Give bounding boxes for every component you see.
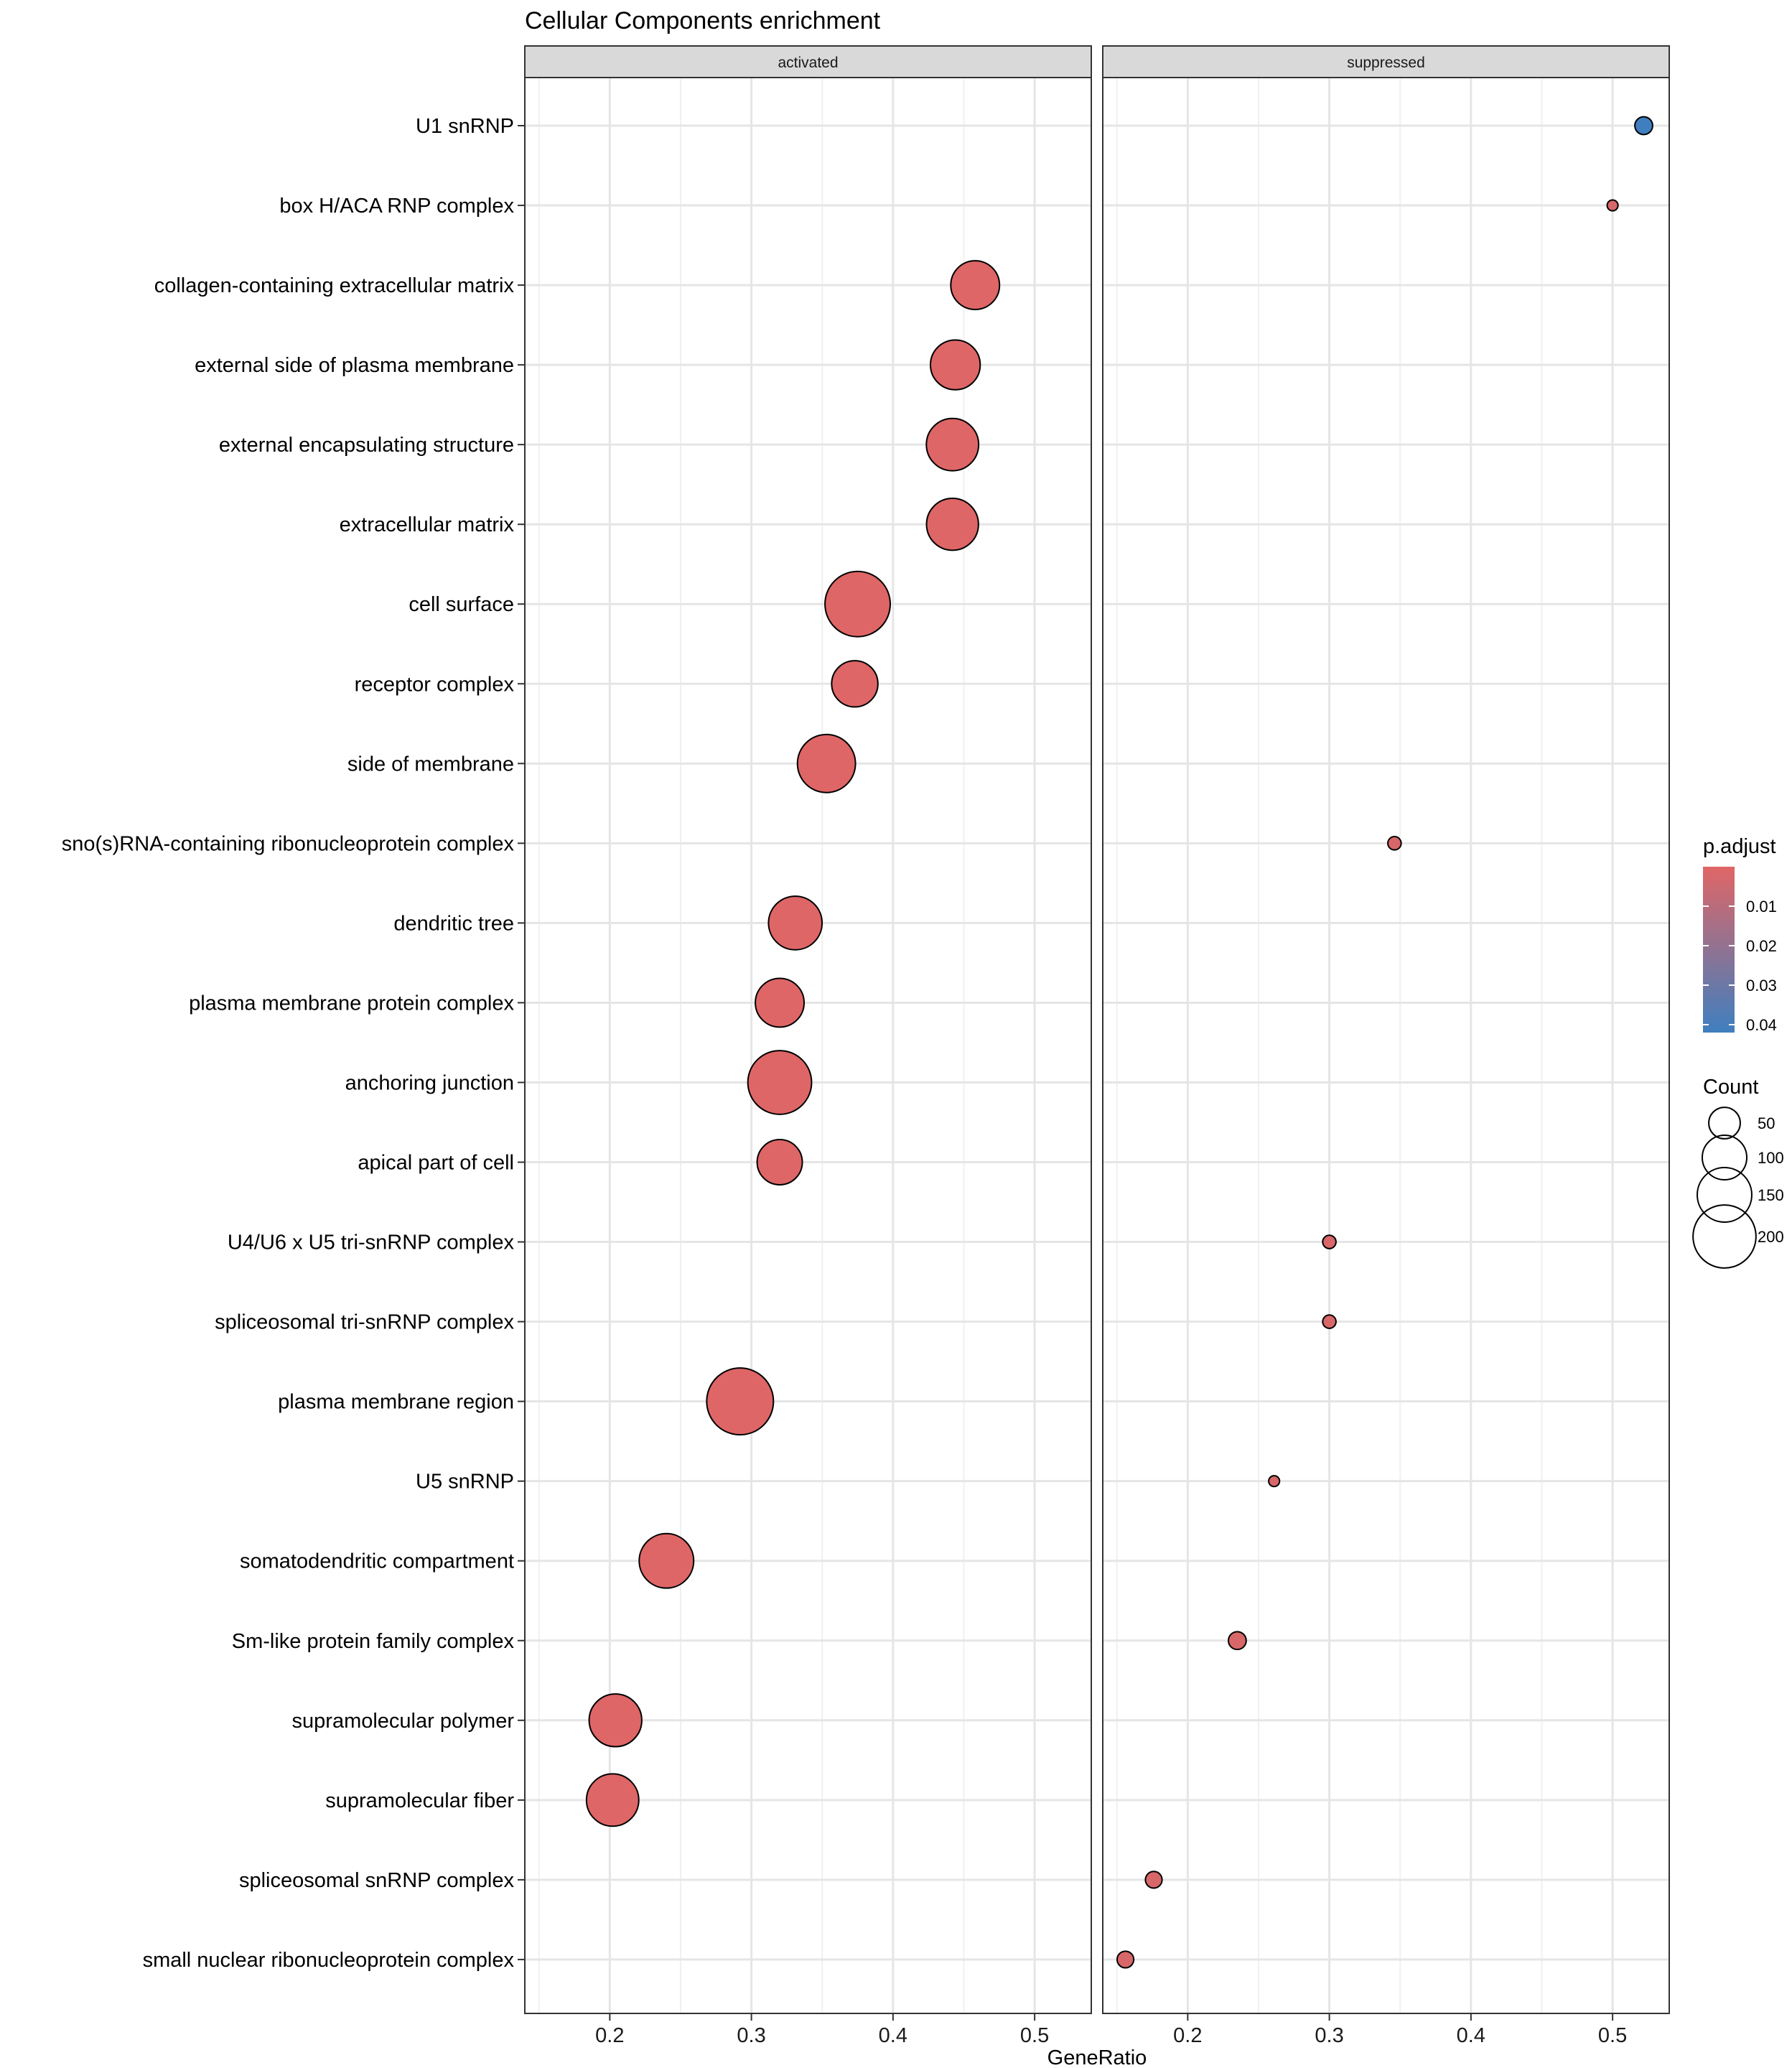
data-point: [1322, 1234, 1337, 1249]
y-tick-label: collagen-containing extracellular matrix: [154, 274, 515, 297]
strip-label-activated: activated: [778, 55, 838, 71]
chart-title: Cellular Components enrichment: [525, 7, 881, 34]
data-point: [950, 260, 1001, 311]
y-tick-label: external side of plasma membrane: [195, 354, 514, 377]
points-activated: [585, 260, 1001, 1827]
size-legend-circle: [1708, 1107, 1741, 1140]
y-tick-label: box H/ACA RNP complex: [279, 195, 514, 218]
size-legend-label: 200: [1758, 1228, 1784, 1246]
x-tick-label: 0.4: [1457, 2024, 1485, 2047]
x-axis: 0.2 0.3 0.4 0.5 0.2 0.3 0.4 0.5: [595, 2013, 1627, 2047]
color-bar-label: 0.03: [1746, 977, 1777, 995]
legend-p-adjust: p.adjust 0.01 0.02 0.03 0.04: [1703, 835, 1777, 1034]
x-tick-label: 0.5: [1020, 2024, 1049, 2047]
legend-count: Count 50 100 150 200: [1692, 1076, 1784, 1269]
data-point: [585, 1773, 640, 1827]
data-point: [588, 1693, 643, 1748]
size-legend-label: 150: [1758, 1186, 1784, 1204]
data-point: [1634, 116, 1653, 136]
color-bar-ticks: 0.01 0.02 0.03 0.04: [1703, 898, 1777, 1034]
x-tick-label: 0.3: [1315, 2024, 1343, 2047]
panel-background: [525, 78, 1091, 2013]
color-bar-label: 0.02: [1746, 937, 1777, 955]
x-axis-title: GeneRatio: [1047, 2046, 1147, 2068]
data-point: [747, 1050, 813, 1115]
data-point: [929, 339, 981, 391]
points-suppressed: [1116, 116, 1653, 1969]
data-point: [1116, 1950, 1135, 1969]
data-point: [1144, 1871, 1163, 1889]
y-tick-label: Sm-like protein family complex: [232, 1630, 515, 1653]
y-tick-label: U1 snRNP: [416, 115, 514, 138]
x-tick-label: 0.3: [737, 2024, 765, 2047]
data-point: [767, 895, 823, 951]
y-tick-label: plasma membrane protein complex: [189, 992, 514, 1015]
color-bar-label: 0.04: [1746, 1016, 1777, 1034]
y-tick-label: sno(s)RNA-containing ribonucleoprotein c…: [62, 832, 515, 855]
y-tick-label: receptor complex: [355, 673, 515, 696]
data-point: [706, 1367, 775, 1436]
size-legend-circle: [1692, 1204, 1757, 1269]
data-point: [638, 1532, 695, 1589]
x-tick-label: 0.4: [879, 2024, 907, 2047]
y-tick-label: spliceosomal snRNP complex: [239, 1869, 515, 1892]
size-legend-label: 50: [1758, 1114, 1775, 1132]
data-point: [1227, 1631, 1247, 1651]
y-tick-label: small nuclear ribonucleoprotein complex: [143, 1949, 515, 1972]
panel-suppressed: suppressed: [1102, 45, 1670, 2014]
data-point: [1322, 1314, 1337, 1329]
x-tick-label: 0.2: [595, 2024, 624, 2047]
panel-activated: activated: [524, 45, 1092, 2014]
y-tick-label: anchoring junction: [345, 1071, 514, 1094]
data-point: [756, 1139, 803, 1186]
y-tick-label: apical part of cell: [358, 1152, 514, 1175]
data-point: [1268, 1475, 1281, 1488]
data-point: [1606, 199, 1619, 212]
y-tick-label: spliceosomal tri-snRNP complex: [215, 1311, 514, 1334]
data-point: [831, 660, 879, 708]
data-point: [824, 570, 891, 638]
y-tick-label: somatodendritic compartment: [240, 1550, 514, 1573]
strip-suppressed: [1102, 45, 1670, 78]
data-point: [796, 733, 857, 793]
y-tick-label: dendritic tree: [393, 912, 514, 935]
y-tick-label: extracellular matrix: [340, 513, 515, 536]
grid-suppressed: [1103, 78, 1669, 2013]
data-point: [925, 417, 980, 472]
size-legend-items: 50 100 150 200: [1692, 1107, 1784, 1269]
data-point: [925, 498, 979, 551]
size-legend-circle: [1702, 1135, 1747, 1180]
panel-background: [1103, 78, 1669, 2013]
size-legend-label: 100: [1758, 1149, 1784, 1167]
legend-title-p-adjust: p.adjust: [1703, 835, 1776, 858]
color-bar-label: 0.01: [1746, 898, 1777, 916]
legend-title-count: Count: [1703, 1076, 1758, 1099]
y-tick-label: U5 snRNP: [416, 1471, 514, 1494]
y-tick-label: cell surface: [409, 593, 514, 616]
data-point: [1387, 836, 1402, 851]
x-tick-label: 0.2: [1173, 2024, 1202, 2047]
y-tick-label: U4/U6 x U5 tri-snRNP complex: [228, 1231, 515, 1254]
data-point: [755, 977, 806, 1028]
y-tick-label: side of membrane: [347, 753, 514, 776]
y-tick-label: supramolecular fiber: [325, 1789, 514, 1812]
x-tick-label: 0.5: [1598, 2024, 1627, 2047]
y-axis: U1 snRNP box H/ACA RNP complex collagen-co…: [62, 115, 525, 1972]
size-legend-circle: [1697, 1167, 1753, 1223]
strip-label-suppressed: suppressed: [1347, 55, 1425, 71]
y-tick-label: external encapsulating structure: [219, 434, 514, 457]
strip-activated: [524, 45, 1092, 78]
color-bar: [1703, 867, 1735, 1033]
y-tick-label: plasma membrane region: [278, 1391, 514, 1414]
y-tick-label: supramolecular polymer: [292, 1710, 515, 1733]
